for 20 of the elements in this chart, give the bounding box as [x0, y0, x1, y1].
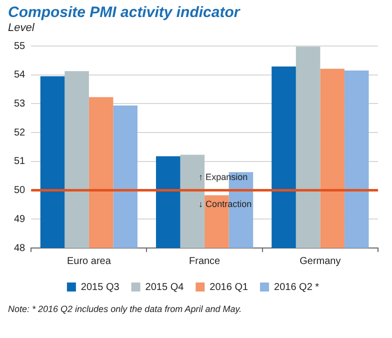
y-tick-label: 48 [14, 242, 26, 254]
text: Note: * 2016 Q2 includes only the data from April and May. [8, 304, 243, 314]
chart-title: Composite PMI activity indicator [8, 4, 242, 21]
x-tick-label: France [189, 256, 221, 267]
annotation: ↓ Contraction [198, 199, 252, 210]
y-tick-label: 55 [14, 40, 26, 52]
y-tick-label: 54 [14, 70, 26, 81]
y-tick-label: 50 [14, 185, 26, 196]
legend-label: 2016 Q2 * [274, 282, 320, 293]
y-tick-label: 52 [14, 127, 26, 138]
annotation: ↑ Expansion [198, 172, 248, 182]
legend-label: 2015 Q3 [80, 282, 120, 293]
x-tick-label: Euro area [66, 256, 112, 267]
y-tick-label: 49 [14, 214, 26, 225]
x-tick-label: Germany [300, 256, 341, 267]
y-axis-title: Level [8, 22, 36, 34]
legend-label: 2016 Q1 [210, 282, 248, 293]
y-tick-label: 51 [14, 156, 26, 168]
y-tick-label: 53 [14, 98, 26, 110]
legend-label: 2015 Q4 [145, 282, 184, 293]
